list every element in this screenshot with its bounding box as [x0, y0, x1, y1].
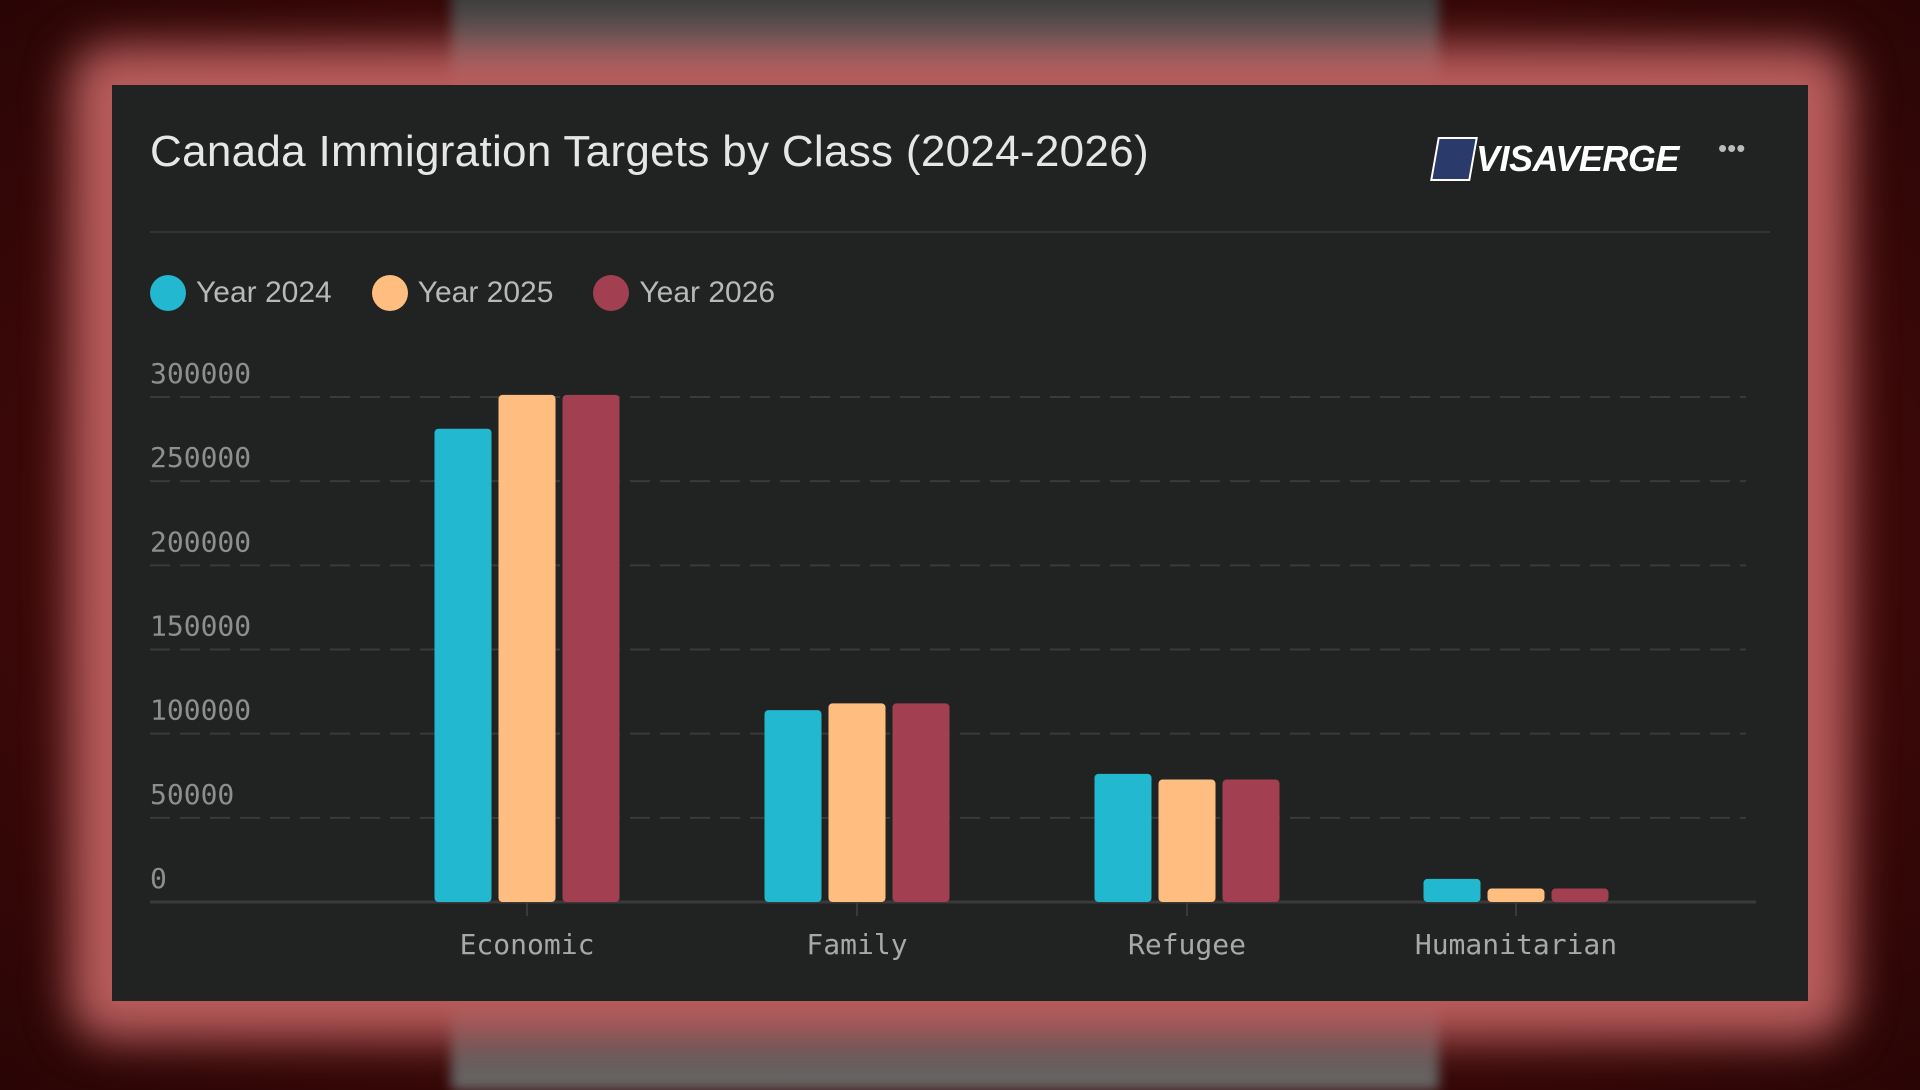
- bar-refugee-year-2024: [1094, 773, 1152, 902]
- legend-item-2024[interactable]: Year 2024: [150, 275, 332, 311]
- bar-family-year-2024: [764, 710, 822, 902]
- y-tick-label: 0: [150, 862, 167, 895]
- bar-chart: 0 50000 100000 150000 200000 250000 300000 Econ…: [150, 357, 1756, 961]
- x-tick-label: Economic: [460, 928, 595, 961]
- legend-item-2025[interactable]: Year 2025: [371, 275, 554, 311]
- bar-humanitarian-year-2025: [1487, 888, 1545, 902]
- legend-swatch: [371, 275, 408, 311]
- bar-economic-year-2024: [434, 428, 492, 902]
- bar-economic-year-2026: [562, 394, 620, 902]
- bar-humanitarian-year-2024: [1423, 878, 1481, 902]
- legend-swatch: [593, 275, 630, 311]
- bar-refugee-year-2025: [1158, 779, 1216, 902]
- y-tick-label: 300000: [150, 357, 251, 390]
- bar-family-year-2026: [892, 703, 950, 902]
- bar-refugee-year-2026: [1222, 779, 1280, 902]
- y-tick-label: 50000: [150, 778, 234, 811]
- chart-title: Canada Immigration Targets by Class (202…: [150, 127, 1149, 176]
- x-tick-label: Humanitarian: [1415, 928, 1617, 961]
- logo-text: VISAVERGE: [1476, 138, 1679, 179]
- legend-swatch: [150, 275, 186, 311]
- legend-label: Year 2024: [196, 276, 332, 309]
- y-tick-label: 100000: [150, 694, 251, 727]
- legend: Year 2024 Year 2025 Year 2026: [150, 275, 775, 311]
- y-tick-label: 150000: [150, 610, 251, 643]
- x-tick-label: Family: [806, 928, 907, 961]
- y-tick-label: 200000: [150, 525, 251, 558]
- y-tick-label: 250000: [150, 441, 251, 474]
- visaverge-logo: VISAVERGE: [1430, 137, 1679, 181]
- more-horizontal-icon[interactable]: •••: [1718, 133, 1746, 163]
- divider: [150, 231, 1770, 233]
- bar-family-year-2025: [828, 703, 886, 902]
- legend-label: Year 2025: [417, 276, 554, 309]
- legend-item-2026[interactable]: Year 2026: [593, 275, 775, 311]
- bar-humanitarian-year-2026: [1551, 888, 1609, 902]
- legend-label: Year 2026: [639, 276, 776, 309]
- bar-economic-year-2025: [498, 394, 556, 902]
- chart-card: Canada Immigration Targets by Class (202…: [112, 85, 1808, 1001]
- x-tick-label: Refugee: [1128, 928, 1246, 961]
